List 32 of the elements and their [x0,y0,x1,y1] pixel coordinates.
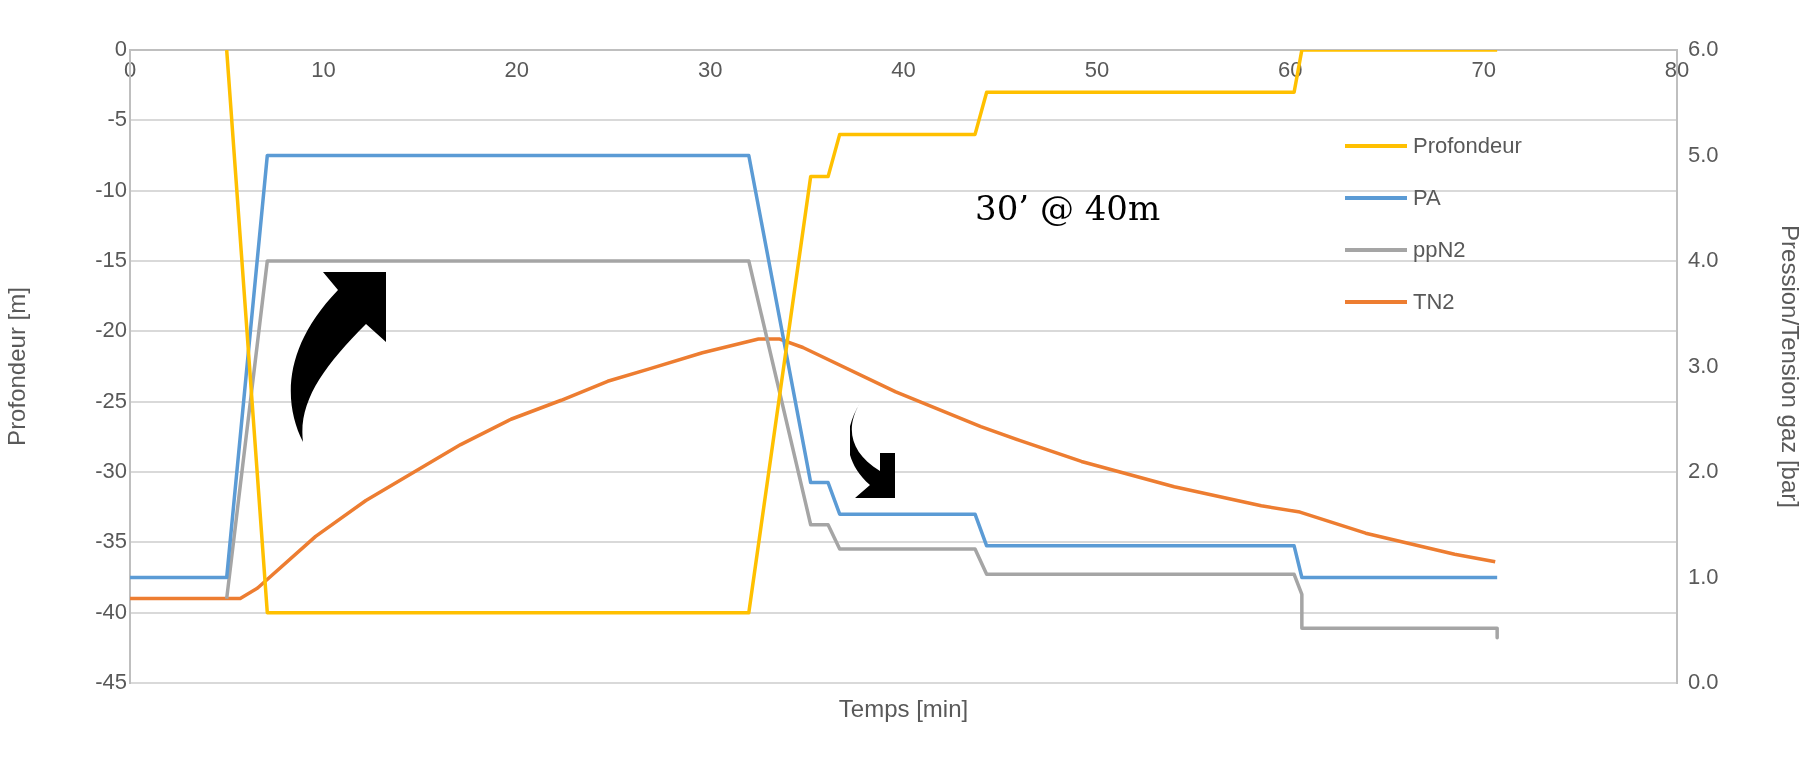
y-tick-label: -5 [107,106,127,132]
y-tick-label: -45 [95,669,127,695]
legend-label: Profondeur [1413,133,1522,159]
x-tick-label: 70 [1471,57,1496,83]
legend-label: PA [1413,185,1441,211]
y2-tick-label: 2.0 [1688,458,1719,484]
y-tick-label: -35 [95,528,127,554]
y-tick-label: -20 [95,317,127,343]
y2-tick-label: 4.0 [1688,247,1719,273]
x-tick-label: 30 [697,57,723,83]
legend-label: ppN2 [1413,237,1466,263]
x-tick-label: 50 [1084,57,1110,83]
y2-tick-label: 0.0 [1688,669,1719,695]
y-tick-label: -25 [95,387,127,413]
annotation: 30’ @ 40m [975,188,1161,228]
x-tick-label: 80 [1664,57,1690,83]
y-tick-label: 0 [114,36,127,62]
x-tick-label: 40 [891,57,916,83]
y-tick-label: -30 [95,458,127,484]
y2-tick-label: 5.0 [1688,141,1719,167]
y-tick-label: -10 [95,176,127,202]
x-tick-label: 10 [311,57,336,83]
y-axis-title: Profondeur [m] [3,287,31,446]
y2-tick-label: 6.0 [1688,36,1719,62]
x-tick-label: 20 [504,57,529,83]
x-axis-title: Temps [min] [837,695,970,723]
y2-tick-label: 1.0 [1688,563,1719,589]
legend-label: TN2 [1413,289,1455,315]
y2-axis-title: Pression/Tension gaz [bar] [1776,225,1804,508]
y-tick-label: -40 [95,598,127,624]
y-tick-label: -15 [95,247,127,273]
y2-tick-label: 3.0 [1688,352,1719,378]
